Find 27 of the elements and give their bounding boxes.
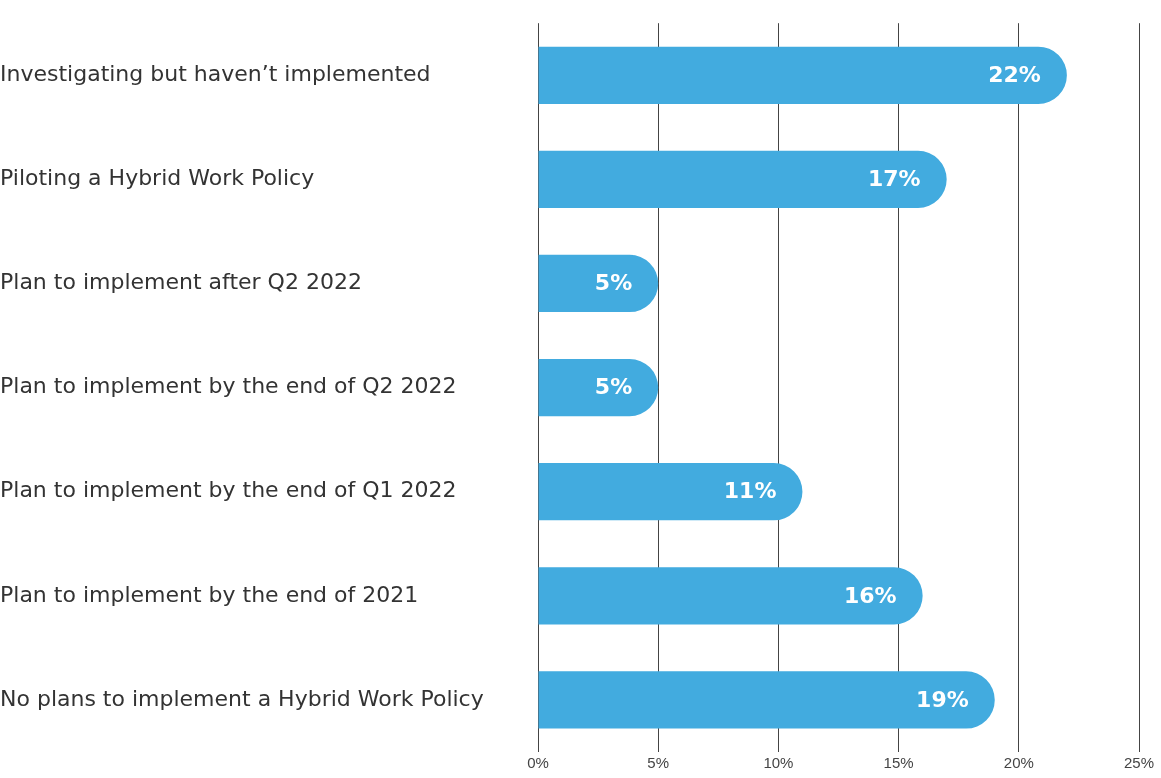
data-label: 5%	[594, 270, 633, 296]
data-label: 11%	[723, 478, 777, 504]
bar	[538, 150, 947, 208]
data-label: 17%	[868, 166, 921, 192]
bar	[538, 567, 923, 625]
bar	[538, 358, 659, 417]
data-label: 22%	[988, 61, 1041, 87]
data-label: 5%	[594, 374, 633, 400]
bar	[538, 254, 659, 313]
data-label: 19%	[916, 686, 969, 712]
x-tick-label: 5%	[647, 754, 670, 772]
bar	[538, 671, 995, 729]
y-tick-label: Plan to implement by the end of Q1 2022	[0, 477, 457, 503]
x-tick-label: 10%	[763, 754, 794, 772]
bar	[538, 463, 803, 521]
y-tick-label: Plan to implement after Q2 2022	[0, 269, 362, 295]
bar	[538, 46, 1067, 104]
x-tick-label: 15%	[883, 754, 914, 772]
data-label: 16%	[843, 582, 897, 608]
x-tick-label: 25%	[1123, 754, 1155, 772]
y-tick-label: No plans to implement a Hybrid Work Policy	[0, 685, 484, 711]
y-tick-label: Plan to implement by the end of Q2 2022	[0, 373, 457, 399]
x-tick-label: 0%	[527, 754, 549, 772]
y-tick-label: Investigating but haven’t implemented	[0, 60, 431, 86]
x-tick-label: 20%	[1003, 754, 1034, 772]
y-tick-label: Plan to implement by the end of 2021	[0, 581, 419, 607]
y-tick-label: Piloting a Hybrid Work Policy	[0, 165, 315, 191]
